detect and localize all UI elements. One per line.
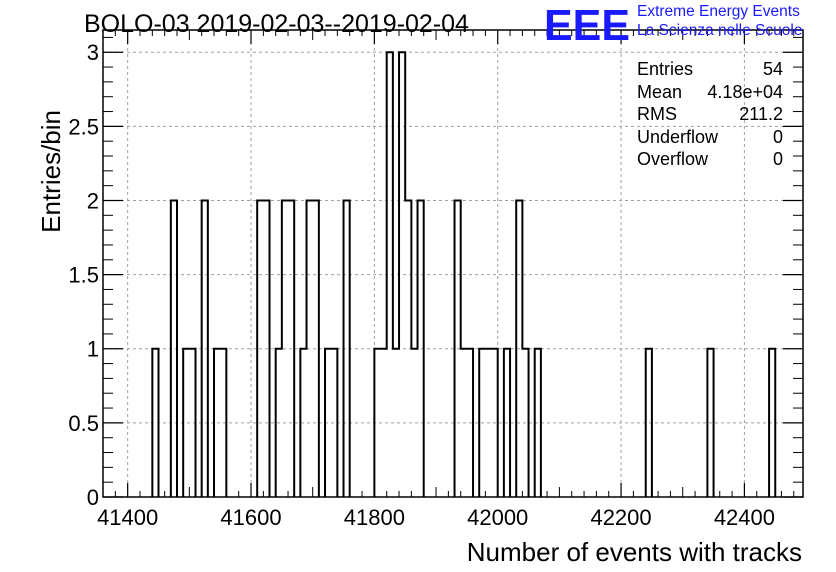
eee-logo-mark: EEE bbox=[544, 4, 630, 44]
stats-rms: RMS 211.2 bbox=[637, 103, 783, 126]
tick-labels: 41400 41600 41800 42000 42200 42400 0 0.5 1 1.5 2 2… bbox=[68, 40, 775, 530]
y-axis-label: Entries/bin bbox=[36, 110, 66, 233]
histogram-run bbox=[151, 347, 160, 497]
histogram-run bbox=[502, 347, 512, 497]
stats-underflow: Underflow 0 bbox=[637, 126, 783, 149]
stats-entries-value: 54 bbox=[762, 59, 783, 79]
histogram-run bbox=[478, 347, 499, 497]
stats-mean-value: 4.18e+04 bbox=[707, 81, 783, 102]
y-tick-label: 1 bbox=[87, 337, 99, 362]
histogram-run bbox=[213, 347, 228, 497]
x-axis-label: Number of events with tracks bbox=[466, 537, 802, 567]
x-tick-label: 42200 bbox=[590, 505, 651, 530]
logo-line-2: La Scienza nelle Scuole bbox=[637, 22, 803, 39]
stats-overflow-label: Overflow bbox=[637, 149, 709, 169]
y-tick-label: 2.5 bbox=[68, 114, 99, 139]
x-tick-label: 42000 bbox=[467, 505, 528, 530]
stats-mean-label: Mean bbox=[637, 81, 683, 102]
plot-frame bbox=[102, 29, 804, 498]
logo-caption: Extreme Energy Events La Scienza nelle S… bbox=[637, 2, 802, 40]
y-tick-label: 0 bbox=[87, 485, 99, 510]
histogram-run bbox=[169, 199, 179, 497]
stats-mean: Mean 4.18e+04 bbox=[637, 81, 783, 104]
histogram-run bbox=[515, 199, 530, 497]
axes bbox=[102, 29, 804, 498]
histogram-run bbox=[706, 347, 715, 497]
x-tick-label: 41600 bbox=[220, 505, 281, 530]
x-tick-label: 41400 bbox=[97, 505, 158, 530]
histogram-run bbox=[533, 347, 542, 497]
histogram-series bbox=[151, 51, 777, 497]
stats-rms-label: RMS bbox=[637, 104, 677, 124]
x-tick-label: 42400 bbox=[714, 505, 775, 530]
histogram-run bbox=[373, 51, 425, 497]
stats-entries-label: Entries bbox=[637, 59, 694, 79]
stats-box: Entries 54 Mean 4.18e+04 RMS 211.2 Under… bbox=[637, 58, 783, 171]
logo-line-1: Extreme Energy Events bbox=[637, 3, 800, 20]
histogram-run bbox=[299, 199, 320, 497]
y-tick-label: 2 bbox=[87, 188, 99, 213]
y-tick-label: 0.5 bbox=[68, 411, 99, 436]
x-tick-label: 41800 bbox=[344, 505, 405, 530]
stats-rms-value: 211.2 bbox=[739, 104, 783, 124]
histogram-run bbox=[342, 199, 351, 497]
histogram-run bbox=[453, 199, 475, 497]
eee-logo: EEE bbox=[544, 4, 630, 44]
histogram-run bbox=[324, 347, 339, 497]
histogram-run bbox=[644, 347, 653, 497]
stats-overflow: Overflow 0 bbox=[637, 148, 783, 171]
histogram-run bbox=[256, 199, 271, 497]
y-tick-label: 1.5 bbox=[68, 263, 99, 288]
stats-overflow-value: 0 bbox=[772, 149, 783, 169]
histogram-run bbox=[274, 199, 296, 497]
y-tick-label: 3 bbox=[87, 40, 99, 65]
chart-title: BOLO-03 2019-02-03--2019-02-04 bbox=[84, 10, 469, 38]
histogram-run bbox=[768, 347, 777, 497]
histogram-run bbox=[200, 199, 209, 497]
stats-underflow-value: 0 bbox=[772, 126, 783, 147]
stats-entries: Entries 54 bbox=[637, 58, 783, 81]
stats-underflow-label: Underflow bbox=[637, 126, 719, 147]
histogram-run bbox=[182, 347, 197, 497]
